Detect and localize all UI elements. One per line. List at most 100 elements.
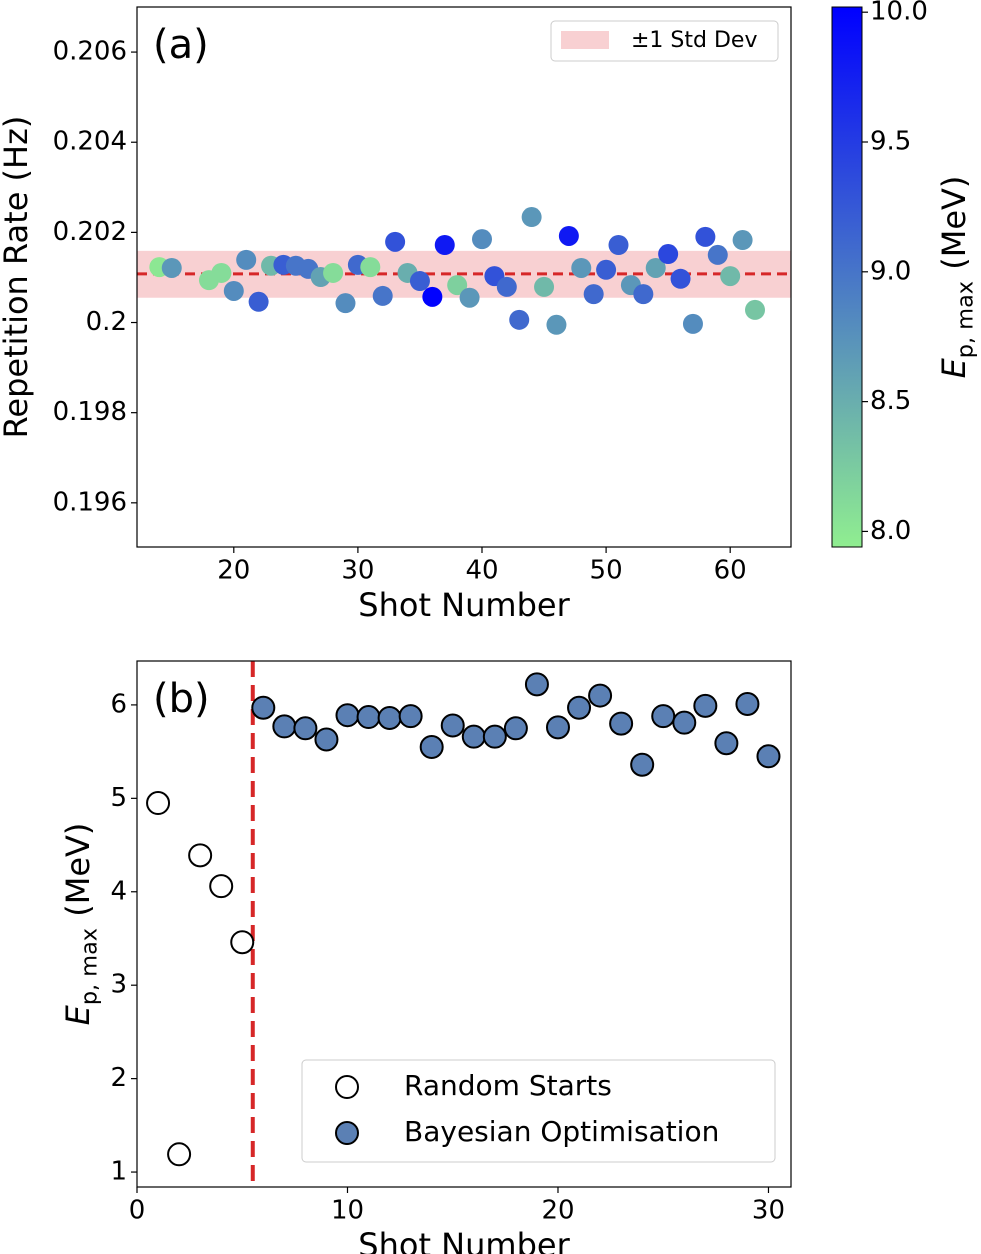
point	[377, 705, 402, 730]
point	[335, 703, 360, 728]
y-tick-label: 6	[110, 689, 127, 719]
point	[558, 225, 579, 246]
y-tick-label: 0.2	[86, 307, 127, 337]
y-tick-label: 2	[110, 1063, 127, 1093]
x-tick-label: 0	[129, 1196, 146, 1226]
point	[167, 1142, 192, 1167]
x-tick-label: 30	[341, 556, 374, 586]
point	[335, 293, 356, 314]
x-tick-label: 20	[217, 556, 250, 586]
point	[658, 244, 679, 265]
point	[314, 727, 339, 752]
legend-label: ±1 Std Dev	[631, 28, 757, 53]
point	[434, 234, 455, 255]
y-tick-label: 1	[110, 1157, 127, 1187]
panel-label: (b)	[153, 676, 210, 722]
point	[545, 715, 570, 740]
point	[272, 714, 297, 739]
point	[482, 724, 507, 749]
point	[596, 259, 617, 280]
point	[693, 693, 718, 718]
point	[146, 791, 171, 816]
y-axis-label: Repetition Rate (Hz)	[0, 116, 35, 439]
colorbar-tick-label: 8.5	[870, 386, 911, 416]
point	[707, 244, 728, 265]
point	[161, 257, 182, 278]
x-tick-label: 20	[541, 1196, 574, 1226]
axis-label: Ep, max (MeV)	[59, 823, 102, 1026]
y-tick-label: 0.198	[53, 397, 127, 427]
y-tick-label: 0.196	[53, 487, 127, 517]
label-rest: (MeV)	[59, 823, 97, 917]
point	[248, 291, 269, 312]
point	[459, 287, 480, 308]
point	[188, 843, 213, 868]
point	[323, 262, 344, 283]
point	[293, 716, 318, 741]
point	[356, 705, 381, 730]
point	[609, 711, 634, 736]
x-tick-label: 60	[714, 556, 747, 586]
point	[422, 286, 443, 307]
panel-label: (a)	[153, 22, 209, 68]
x-tick-label: 50	[590, 556, 623, 586]
point	[588, 683, 613, 708]
point	[633, 284, 654, 305]
x-tick-label: 10	[331, 1196, 364, 1226]
point	[735, 691, 760, 716]
point	[583, 284, 604, 305]
legend-patch	[561, 31, 609, 49]
label-sub: p, max	[952, 281, 978, 358]
plot-frame	[136, 6, 792, 548]
point	[230, 930, 255, 955]
point	[670, 268, 691, 289]
colorbar-tick-label: 10.0	[870, 0, 928, 27]
point	[524, 672, 549, 697]
label-main: E	[59, 1004, 97, 1025]
y-tick-label: 5	[110, 783, 127, 813]
point	[398, 704, 423, 729]
point	[534, 276, 555, 297]
point	[419, 734, 444, 759]
y-tick-label: 0.202	[53, 217, 127, 247]
axis-label: Ep, max (MeV)	[935, 176, 978, 379]
point	[651, 704, 676, 729]
x-axis-label: Shot Number	[358, 1226, 570, 1254]
point	[608, 234, 629, 255]
x-tick-label: 30	[752, 1196, 785, 1226]
legend-label: Random Starts	[404, 1069, 612, 1102]
colorbar-tick-label: 8.0	[870, 516, 911, 546]
point	[409, 271, 430, 292]
legend-marker	[335, 1075, 359, 1099]
plot-frame	[136, 660, 792, 1188]
point	[496, 276, 517, 297]
point	[521, 207, 542, 228]
legend-marker	[335, 1121, 359, 1145]
point	[745, 299, 766, 320]
colorbar-tick-label: 9.5	[870, 127, 911, 157]
point	[440, 713, 465, 738]
point	[236, 249, 257, 270]
point	[682, 313, 703, 334]
point	[645, 257, 666, 278]
point	[251, 695, 276, 720]
point	[385, 231, 406, 252]
legend-box	[301, 1059, 776, 1163]
y-tick-label: 0.206	[53, 37, 127, 67]
colorbar-tick-label: 9.0	[870, 256, 911, 286]
point	[630, 752, 655, 777]
point	[447, 275, 468, 296]
point	[714, 731, 739, 756]
legend-label: Bayesian Optimisation	[404, 1115, 719, 1148]
point	[695, 226, 716, 247]
point	[672, 710, 697, 735]
label-rest: (MeV)	[935, 176, 973, 270]
y-tick-label: 4	[110, 876, 127, 906]
point	[372, 285, 393, 306]
label-main: E	[935, 357, 973, 378]
point	[211, 262, 232, 283]
label-sub: p, max	[76, 928, 102, 1005]
point	[360, 257, 381, 278]
point	[461, 724, 486, 749]
point	[509, 309, 530, 330]
